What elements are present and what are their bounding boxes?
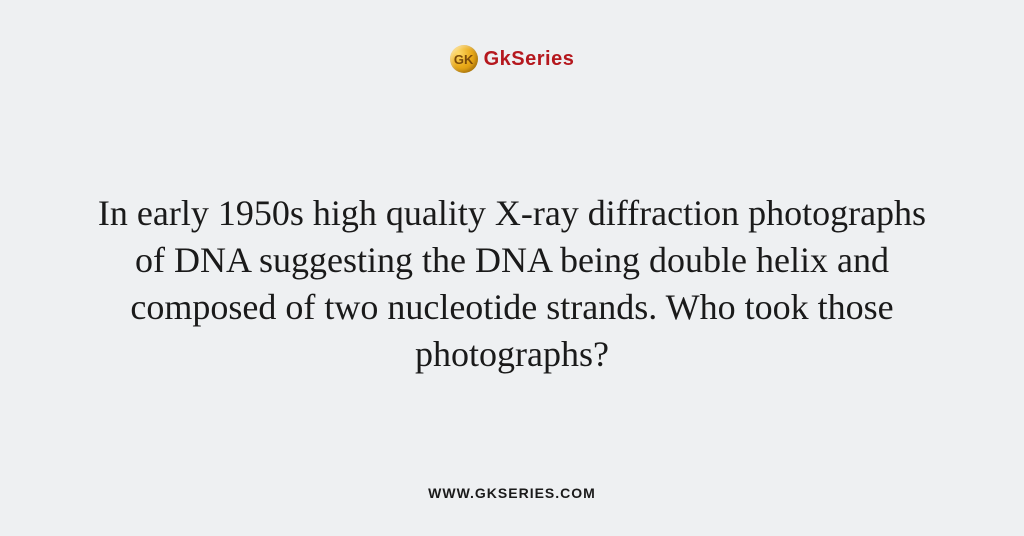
- footer-url: WWW.GKSERIES.COM: [428, 485, 596, 501]
- logo-badge-text: GK: [454, 52, 474, 67]
- logo-badge-icon: GK: [450, 45, 478, 73]
- question-text: In early 1950s high quality X-ray diffra…: [80, 190, 944, 377]
- brand-logo: GK GkSeries: [450, 45, 575, 73]
- logo-brand-text: GkSeries: [484, 48, 575, 71]
